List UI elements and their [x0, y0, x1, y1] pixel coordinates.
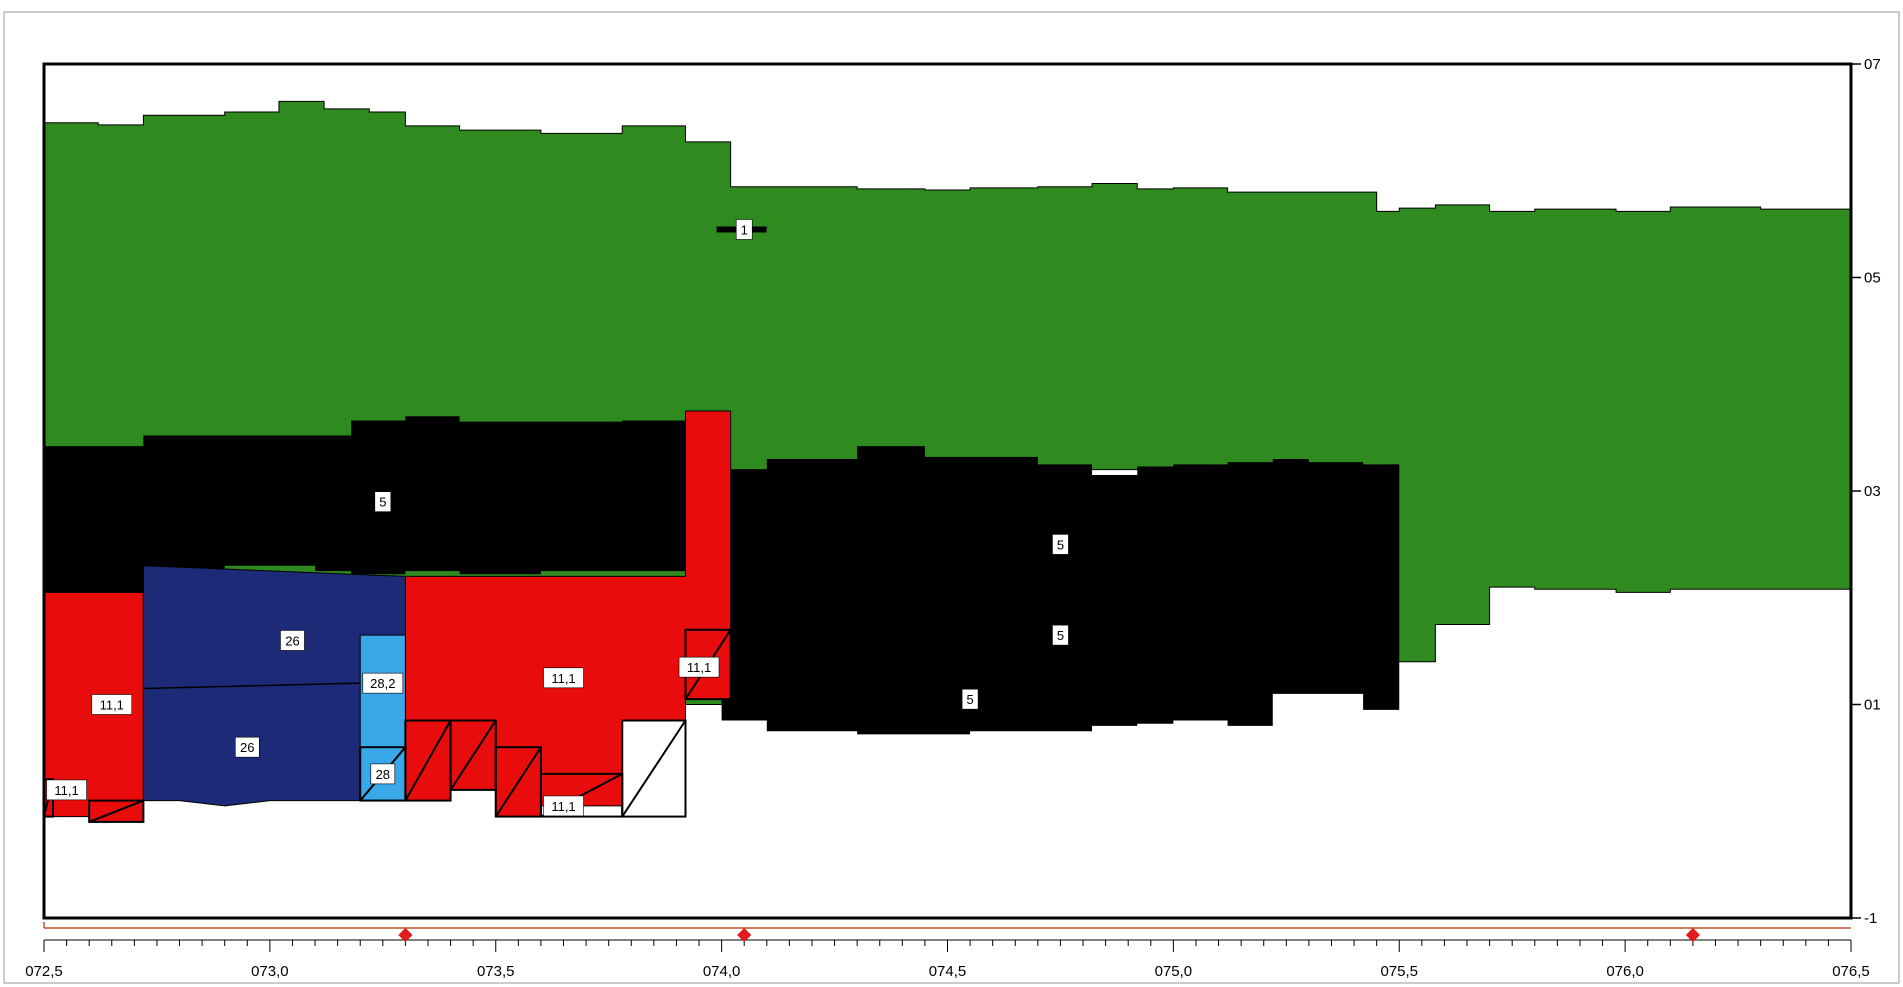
segment-label: 26: [280, 630, 305, 651]
segment-label-box: [543, 667, 584, 689]
segment-label-text: 1: [741, 222, 748, 237]
hatched-box-9: [359, 746, 407, 802]
hatch-line-2: [88, 799, 144, 823]
segment-label-text: 5: [379, 495, 386, 510]
y-tick-label: 07: [1864, 56, 1881, 73]
segment-label-box: [46, 779, 87, 801]
segment-label-text: 11,1: [551, 799, 575, 814]
segment-label-text: 11,1: [551, 671, 575, 686]
segment-label-box: [91, 694, 133, 715]
axes: 07 05 03 01 -1 072,5 073,0 073,5 074,0 074,5 075,0…: [25, 56, 1880, 980]
segment-label: 5: [1052, 534, 1069, 555]
segment-label-text: 26: [285, 633, 299, 648]
segment-label-text: 5: [1057, 628, 1064, 643]
hatch-line-3: [404, 720, 452, 802]
segment-label-text: 5: [966, 692, 973, 707]
segment-label-text: 26: [240, 740, 254, 755]
segment-label: 26: [234, 736, 260, 758]
segment-label-box: [678, 656, 720, 678]
segment-labels: 1 5 5 5 5 26 26 28,2 28 11,1 11,1 11,1 11,1 11,1: [46, 219, 1069, 817]
segment-label: 5: [374, 491, 392, 512]
y-tick-label: 03: [1864, 483, 1881, 500]
km-markers: [398, 927, 1700, 943]
segment-label-box: [543, 795, 584, 817]
segment-label-text: 28,2: [370, 676, 395, 691]
hatch-patterns: [43, 226, 767, 823]
km-marker: [737, 927, 752, 943]
x-tick-label: 074,0: [703, 963, 741, 980]
hatch-line-5: [494, 746, 542, 818]
segment-label: 5: [1052, 624, 1069, 646]
segment-label: 5: [961, 688, 979, 710]
hatch-line-4: [449, 719, 497, 791]
segment-label: 28: [370, 763, 396, 785]
x-tick-label: 072,5: [25, 963, 63, 980]
hatched-box-7: [621, 719, 687, 818]
segment-label: 11,1: [543, 667, 584, 689]
segment-label-box: [735, 219, 753, 240]
km-marker: [398, 927, 413, 943]
x-tick-label: 073,5: [477, 963, 515, 980]
hatch-line-7: [621, 719, 687, 818]
km-marker: [1685, 927, 1700, 943]
x-tick-label: 073,0: [251, 963, 289, 980]
segment-label-box: [1052, 534, 1069, 555]
segment-label-box: [1052, 624, 1069, 646]
segment-label-text: 11,1: [54, 783, 78, 798]
segment-label-box: [362, 672, 404, 694]
series-fills: [43, 100, 1852, 823]
x-tick-label: 075,5: [1380, 963, 1418, 980]
segment-label: 11,1: [543, 795, 584, 817]
segment-label-text: 28: [376, 767, 390, 782]
segment-label: 11,1: [91, 694, 133, 715]
x-tick-label: 076,5: [1832, 963, 1870, 980]
segment-label: 11,1: [678, 656, 720, 678]
x-tick-label: 075,0: [1155, 963, 1193, 980]
x-tick-label: 074,5: [929, 963, 967, 980]
segment-label-box: [961, 688, 979, 710]
segment-label: 28,2: [362, 672, 404, 694]
hatched-box-2: [88, 799, 145, 823]
segment-label-box: [374, 491, 392, 512]
x-tick-label: 076,0: [1606, 963, 1644, 980]
segment-label: 1: [735, 219, 753, 240]
y-tick-label: 01: [1864, 697, 1881, 714]
y-tick-label: -1: [1864, 910, 1877, 927]
segment-label-text: 11,1: [100, 698, 124, 713]
segment-label-box: [370, 763, 396, 785]
segment-label-box: [280, 630, 305, 651]
segment-label-text: 11,1: [687, 660, 711, 675]
segment-label-box: [234, 736, 260, 758]
segment-label: 11,1: [46, 779, 87, 801]
segment-label-text: 5: [1057, 537, 1064, 552]
y-tick-label: 05: [1864, 270, 1881, 287]
series-26-divider: [143, 682, 361, 690]
